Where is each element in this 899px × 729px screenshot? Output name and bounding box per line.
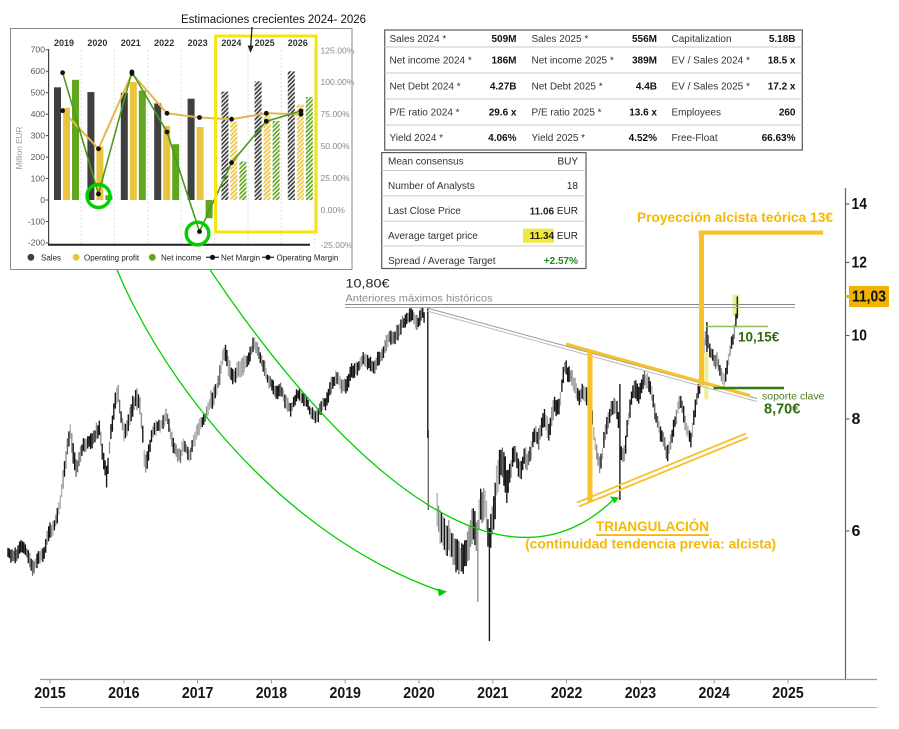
svg-text:BUY: BUY [557, 157, 578, 168]
svg-text:25.00%: 25.00% [321, 173, 351, 183]
svg-text:509M: 509M [491, 34, 516, 45]
svg-text:500: 500 [31, 87, 46, 97]
svg-text:2025: 2025 [255, 38, 275, 48]
svg-text:EV / Sales 2024 *: EV / Sales 2024 * [672, 56, 750, 67]
svg-text:66.63%: 66.63% [762, 133, 796, 144]
svg-text:11.34 EUR: 11.34 EUR [530, 231, 578, 242]
svg-text:P/E ratio 2024 *: P/E ratio 2024 * [390, 108, 460, 119]
svg-text:Spread / Average Target: Spread / Average Target [388, 256, 496, 267]
svg-text:18.5 x: 18.5 x [768, 56, 796, 67]
svg-text:11,03: 11,03 [852, 289, 886, 306]
svg-text:2019: 2019 [330, 685, 361, 702]
svg-text:29.6 x: 29.6 x [489, 108, 517, 119]
svg-text:10: 10 [852, 328, 867, 345]
svg-text:4.27B: 4.27B [490, 82, 517, 93]
svg-text:389M: 389M [632, 56, 657, 67]
svg-text:2016: 2016 [108, 685, 139, 702]
svg-text:2021: 2021 [477, 685, 508, 702]
svg-text:75.00%: 75.00% [321, 109, 351, 119]
svg-text:2021: 2021 [121, 38, 141, 48]
svg-text:50.00%: 50.00% [321, 141, 351, 151]
svg-text:186M: 186M [491, 56, 516, 67]
svg-text:2019: 2019 [54, 38, 74, 48]
svg-text:(continuidad tendencia previa:: (continuidad tendencia previa: alcista) [525, 536, 776, 552]
svg-text:17.2 x: 17.2 x [768, 82, 796, 93]
svg-text:Employees: Employees [672, 108, 721, 119]
svg-text:10,80€: 10,80€ [346, 277, 390, 291]
svg-text:4.06%: 4.06% [488, 133, 516, 144]
svg-text:6: 6 [852, 523, 861, 540]
svg-text:2017: 2017 [182, 685, 213, 702]
svg-text:10,15€: 10,15€ [738, 330, 780, 345]
svg-text:200: 200 [31, 152, 46, 162]
svg-text:4.4B: 4.4B [636, 82, 657, 93]
svg-text:2023: 2023 [625, 685, 656, 702]
svg-text:100: 100 [31, 173, 46, 183]
svg-text:0: 0 [40, 195, 45, 205]
svg-text:2022: 2022 [551, 685, 582, 702]
svg-text:Net Debt 2024 *: Net Debt 2024 * [390, 82, 461, 93]
svg-text:Free-Float: Free-Float [672, 133, 718, 144]
svg-text:Mean consensus: Mean consensus [388, 157, 464, 168]
svg-text:EV / Sales 2025 *: EV / Sales 2025 * [672, 82, 750, 93]
svg-text:Yield 2024 *: Yield 2024 * [390, 133, 444, 144]
svg-text:18: 18 [567, 181, 579, 192]
svg-text:14: 14 [852, 196, 867, 213]
svg-text:Average target price: Average target price [388, 231, 478, 242]
svg-text:125.00%: 125.00% [321, 45, 355, 55]
svg-text:5.18B: 5.18B [769, 34, 796, 45]
svg-text:2018: 2018 [256, 685, 287, 702]
svg-text:8,70€: 8,70€ [764, 402, 800, 418]
svg-text:2023: 2023 [188, 38, 208, 48]
svg-text:TRIANGULACIÓN: TRIANGULACIÓN [596, 517, 709, 534]
svg-text:Million EUR: Million EUR [15, 127, 24, 170]
svg-text:Capitalization: Capitalization [672, 34, 732, 45]
svg-text:2026: 2026 [288, 38, 308, 48]
svg-text:2020: 2020 [403, 685, 434, 702]
svg-text:8: 8 [852, 411, 861, 428]
svg-text:2015: 2015 [34, 685, 65, 702]
svg-text:-25.00%: -25.00% [321, 240, 353, 250]
svg-text:soporte clave: soporte clave [762, 391, 825, 403]
svg-text:Yield 2025 *: Yield 2025 * [532, 133, 586, 144]
svg-text:Sales: Sales [41, 253, 61, 262]
svg-text:Number of Analysts: Number of Analysts [388, 181, 475, 192]
svg-text:2025: 2025 [772, 685, 803, 702]
svg-text:Sales 2024 *: Sales 2024 * [390, 34, 447, 45]
svg-text:12: 12 [852, 255, 867, 272]
svg-text:556M: 556M [632, 34, 657, 45]
svg-text:Net income 2024 *: Net income 2024 * [390, 56, 472, 67]
svg-text:0.00%: 0.00% [321, 205, 346, 215]
svg-text:-100: -100 [28, 216, 45, 226]
svg-text:Net income 2025 *: Net income 2025 * [532, 56, 614, 67]
svg-text:+2.57%: +2.57% [544, 256, 578, 267]
svg-text:Estimaciones crecientes 2024-: Estimaciones crecientes 2024- 2026 [181, 12, 366, 26]
svg-text:11.06 EUR: 11.06 EUR [530, 206, 578, 217]
svg-text:Proyección alcista teórica 13€: Proyección alcista teórica 13€ [637, 209, 833, 225]
svg-text:2024: 2024 [699, 685, 730, 702]
svg-text:13.6 x: 13.6 x [629, 108, 657, 119]
svg-text:2024: 2024 [221, 38, 241, 48]
svg-text:Operating profit: Operating profit [84, 253, 140, 262]
svg-text:P/E ratio 2025 *: P/E ratio 2025 * [532, 108, 602, 119]
svg-text:260: 260 [779, 108, 796, 119]
svg-text:700: 700 [31, 45, 46, 55]
svg-text:Anteriores máximos históricos: Anteriores máximos históricos [346, 294, 493, 305]
svg-text:Operating Margin: Operating Margin [277, 253, 339, 262]
svg-text:100.00%: 100.00% [321, 77, 355, 87]
svg-text:Sales 2025 *: Sales 2025 * [532, 34, 589, 45]
svg-text:600: 600 [31, 66, 46, 76]
svg-text:400: 400 [31, 109, 46, 119]
svg-text:Net Margin: Net Margin [221, 253, 260, 262]
svg-text:2022: 2022 [154, 38, 174, 48]
svg-text:Last Close Price: Last Close Price [388, 206, 461, 217]
svg-text:Net Debt 2025 *: Net Debt 2025 * [532, 82, 603, 93]
svg-text:2020: 2020 [87, 38, 107, 48]
svg-text:300: 300 [31, 130, 46, 140]
svg-text:4.52%: 4.52% [629, 133, 657, 144]
svg-text:Net income: Net income [161, 253, 202, 262]
svg-text:-200: -200 [28, 238, 45, 248]
